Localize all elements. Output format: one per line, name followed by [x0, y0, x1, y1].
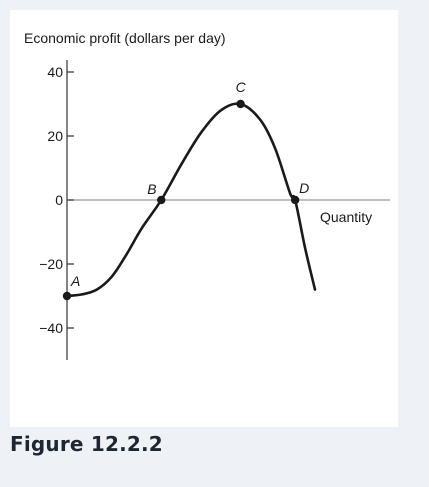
- profit-chart: Economic profit (dollars per day) 40 20 0 −…: [24, 30, 390, 360]
- point-d-label: D: [299, 180, 309, 196]
- point-c-marker: [236, 99, 245, 109]
- point-a-label: A: [70, 273, 80, 289]
- point-c-label: C: [236, 79, 247, 95]
- y-tick-label: 0: [55, 192, 63, 208]
- x-axis-label: Quantity: [320, 209, 372, 225]
- point-a-marker: [62, 291, 72, 301]
- figure-card: Economic profit (dollars per day) 40 20 0 −…: [10, 10, 398, 427]
- y-tick-label: 20: [47, 128, 63, 144]
- point-b-label: B: [147, 181, 156, 197]
- profit-curve: [65, 102, 317, 298]
- y-tick-label: −20: [39, 256, 63, 272]
- chart-title: Economic profit (dollars per day): [24, 30, 226, 46]
- chart-axes: 40 20 0 −20 −40: [39, 60, 390, 360]
- y-tick-label: −40: [39, 320, 63, 336]
- point-d-marker: [290, 195, 300, 205]
- point-b-marker: [157, 195, 166, 205]
- curve-layer: [65, 102, 317, 298]
- figure-caption: Figure 12.2.2: [10, 432, 163, 456]
- y-tick-label: 40: [47, 64, 63, 80]
- marked-points-layer: A B C D: [62, 79, 309, 301]
